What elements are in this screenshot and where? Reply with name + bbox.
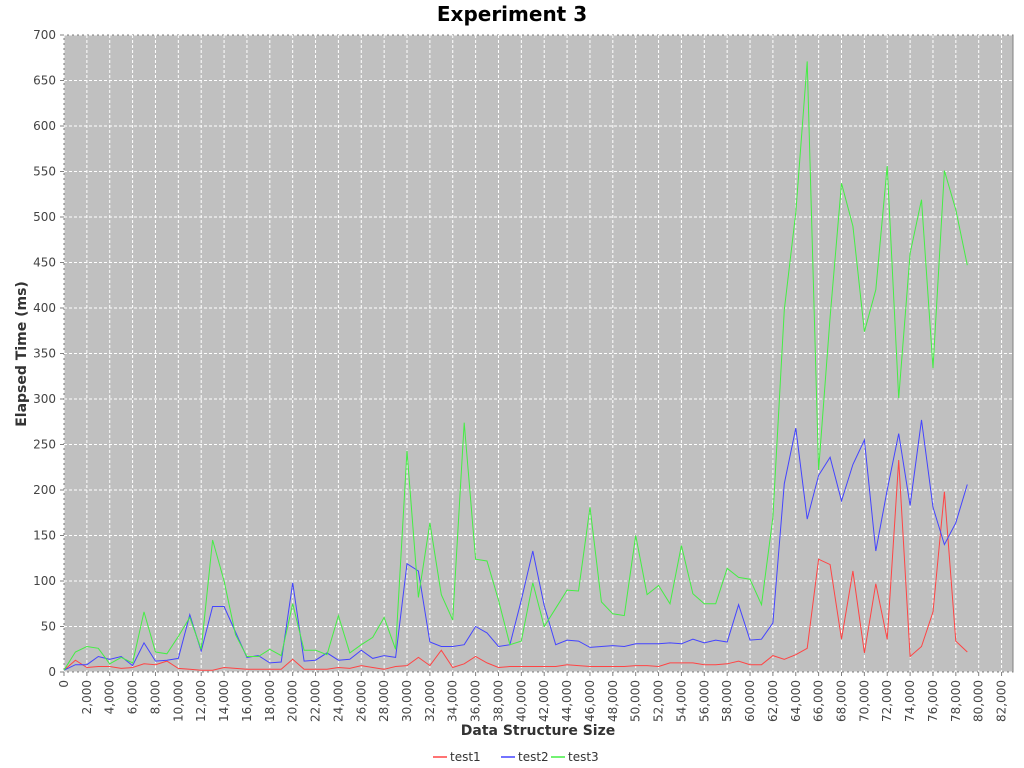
y-axis-label: Elapsed Time (ms) xyxy=(14,281,30,427)
x-tick-label: 68,000 xyxy=(834,680,848,722)
x-tick-label: 48,000 xyxy=(606,680,620,722)
x-tick-label: 0 xyxy=(57,680,71,688)
x-tick-label: 38,000 xyxy=(491,680,505,722)
x-tick-label: 42,000 xyxy=(537,680,551,722)
legend-label-test1: test1 xyxy=(450,750,481,764)
axes: 0 50 100 150 200 250 300 350 400 450 500 550 600 650 7… xyxy=(33,28,1008,722)
x-tick-label: 2,000 xyxy=(80,680,94,714)
x-tick-label: 66,000 xyxy=(812,680,826,722)
y-tick-label: 50 xyxy=(41,620,56,634)
x-tick-label: 78,000 xyxy=(949,680,963,722)
y-tick-label: 450 xyxy=(33,256,56,270)
x-tick-label: 46,000 xyxy=(583,680,597,722)
series-lines xyxy=(63,61,968,671)
series-line-test3 xyxy=(63,61,968,671)
x-tick-label: 70,000 xyxy=(857,680,871,722)
x-axis-label: Data Structure Size xyxy=(461,723,616,739)
y-tick-label: 150 xyxy=(33,529,56,543)
chart-title: Experiment 3 xyxy=(437,2,587,26)
x-tick-label: 56,000 xyxy=(697,680,711,722)
x-tick-label: 22,000 xyxy=(309,680,323,722)
y-tick-label: 650 xyxy=(33,74,56,88)
y-tick-label: 350 xyxy=(33,347,56,361)
x-tick-label: 54,000 xyxy=(674,680,688,722)
y-tick-label: 300 xyxy=(33,392,56,406)
x-tick-label: 34,000 xyxy=(446,680,460,722)
x-tick-label: 62,000 xyxy=(766,680,780,722)
y-tick-label: 400 xyxy=(33,301,56,315)
x-tick-label: 60,000 xyxy=(743,680,757,722)
x-tick-label: 30,000 xyxy=(400,680,414,722)
x-tick-label: 6,000 xyxy=(126,680,140,714)
x-tick-label: 16,000 xyxy=(240,680,254,722)
x-tick-label: 36,000 xyxy=(469,680,483,722)
x-tick-label: 12,000 xyxy=(194,680,208,722)
x-tick-label: 24,000 xyxy=(331,680,345,722)
x-tick-label: 14,000 xyxy=(217,680,231,722)
x-tick-label: 82,000 xyxy=(995,680,1009,722)
y-tick-label: 100 xyxy=(33,574,56,588)
series-line-test1 xyxy=(63,459,968,671)
x-tick-label: 74,000 xyxy=(903,680,917,722)
x-tick-label: 18,000 xyxy=(263,680,277,722)
y-tick-label: 600 xyxy=(33,119,56,133)
legend-label-test2: test2 xyxy=(518,750,549,764)
x-tick-label: 76,000 xyxy=(926,680,940,722)
x-tick-label: 4,000 xyxy=(103,680,117,714)
grid xyxy=(63,34,1013,673)
x-tick-label: 72,000 xyxy=(880,680,894,722)
x-tick-label: 20,000 xyxy=(286,680,300,722)
x-tick-label: 10,000 xyxy=(171,680,185,722)
y-tick-label: 500 xyxy=(33,210,56,224)
x-tick-label: 32,000 xyxy=(423,680,437,722)
y-tick-label: 250 xyxy=(33,438,56,452)
legend-label-test3: test3 xyxy=(568,750,599,764)
y-tick-label: 700 xyxy=(33,28,56,42)
x-tick-label: 50,000 xyxy=(629,680,643,722)
series-line-test2 xyxy=(63,419,968,671)
x-tick-label: 40,000 xyxy=(514,680,528,722)
x-tick-label: 80,000 xyxy=(972,680,986,722)
y-tick-label: 550 xyxy=(33,165,56,179)
y-tick-label: 0 xyxy=(48,665,56,679)
x-tick-label: 64,000 xyxy=(789,680,803,722)
legend: test1 test2 test3 xyxy=(433,750,599,764)
x-tick-label: 26,000 xyxy=(354,680,368,722)
x-tick-label: 8,000 xyxy=(148,680,162,714)
x-tick-label: 52,000 xyxy=(652,680,666,722)
x-tick-label: 28,000 xyxy=(377,680,391,722)
x-tick-label: 44,000 xyxy=(560,680,574,722)
x-tick-label: 58,000 xyxy=(720,680,734,722)
y-tick-label: 200 xyxy=(33,483,56,497)
